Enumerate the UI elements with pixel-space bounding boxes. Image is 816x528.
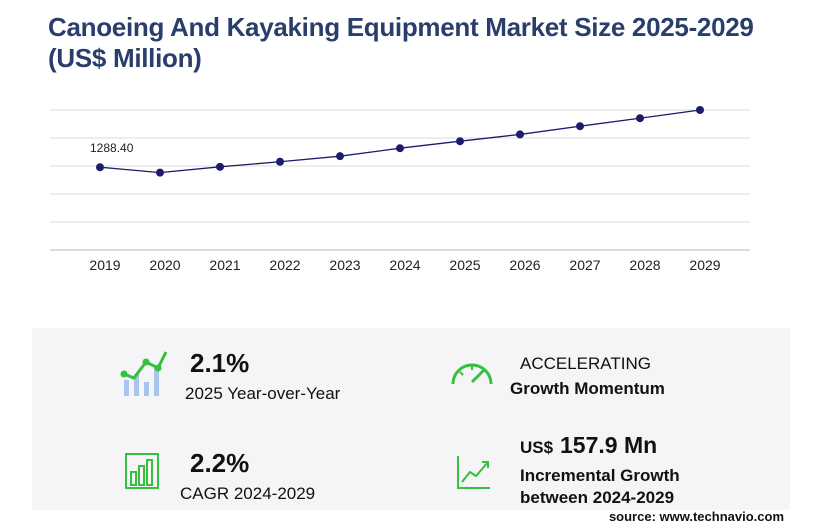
marker <box>696 106 704 114</box>
marker <box>456 137 464 146</box>
marker <box>636 114 644 123</box>
x-tick-label: 2024 <box>389 257 420 273</box>
x-tick-label: 2026 <box>509 257 540 273</box>
bars-icon <box>125 453 159 489</box>
marker <box>576 122 584 131</box>
chart: 2019 2020 2021 2022 2023 2024 2025 2026 2027 2028… <box>50 106 750 273</box>
marker <box>156 168 164 177</box>
incr-label: Incremental Growth <box>520 466 680 485</box>
x-tick-label: 2028 <box>629 257 660 273</box>
incr-value: 157.9 Mn <box>560 432 658 458</box>
x-tick-label: 2027 <box>569 257 600 273</box>
incr-label2: between 2024-2029 <box>520 488 675 507</box>
gauge-icon <box>451 363 493 385</box>
marker <box>336 152 344 161</box>
yoy-label: 2025 Year-over-Year <box>185 384 341 403</box>
marker <box>96 163 104 172</box>
chart-title: Canoeing And Kayaking Equipment Market S… <box>48 12 754 73</box>
x-tick-label: 2020 <box>149 257 180 273</box>
momentum-value: ACCELERATING <box>520 354 651 373</box>
yoy-value: 2.1% <box>190 348 250 378</box>
chart-icon <box>457 456 490 489</box>
value-label: 1288.40 <box>90 141 134 155</box>
x-tick-label: 2029 <box>689 257 720 273</box>
cagr-value: 2.2% <box>190 448 250 478</box>
growth-icon <box>120 351 168 396</box>
x-tick-label: 2025 <box>449 257 480 273</box>
marker <box>216 162 224 171</box>
x-tick-label: 2021 <box>209 257 240 273</box>
x-tick-label: 2023 <box>329 257 360 273</box>
incr-unit: US$ <box>520 438 554 457</box>
marker <box>396 144 404 153</box>
marker <box>516 130 524 139</box>
cagr-label: CAGR 2024-2029 <box>180 484 316 503</box>
source: source: www.technavio.com <box>608 509 784 524</box>
momentum-label: Growth Momentum <box>510 379 665 398</box>
stats-panel: 2.1% 2025 Year-over-Year ACCELERATING Gr… <box>32 328 790 510</box>
x-tick-label: 2019 <box>89 257 120 273</box>
marker <box>276 157 284 166</box>
x-tick-label: 2022 <box>269 257 300 273</box>
line <box>99 109 701 174</box>
